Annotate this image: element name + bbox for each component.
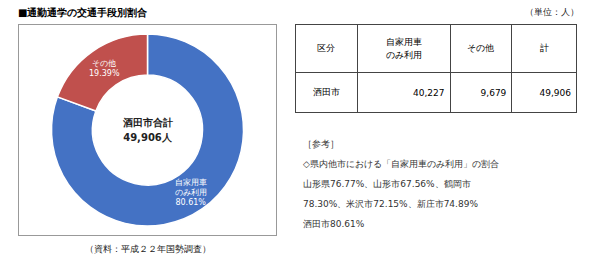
html-text:49,906: 49,906 xyxy=(539,87,571,98)
html-text:その他: その他 xyxy=(467,43,495,53)
html-text:9,679: 9,679 xyxy=(480,87,507,98)
html-text:49,906人: 49,906人 xyxy=(123,132,172,143)
html-text:酒田市合計: 酒田市合計 xyxy=(122,117,173,128)
html-text:◇県内他市における「自家用車のみ利用」の割合: ◇県内他市における「自家用車のみ利用」の割合 xyxy=(303,159,499,169)
html-text:計: 計 xyxy=(539,43,549,53)
svg-text:自家用車のみ利用80.61%: 自家用車のみ利用80.61% xyxy=(175,177,207,206)
html-text:（資料：平成２２年国勢調査）: （資料：平成２２年国勢調査） xyxy=(84,244,211,254)
html-text:［参考］: ［参考］ xyxy=(303,139,339,149)
html-text:山形県76.77%、山形市67.56%、鶴岡市: 山形県76.77%、山形市67.56%、鶴岡市 xyxy=(303,179,471,189)
html-text:酒田市80.61%: 酒田市80.61% xyxy=(303,219,365,229)
html-text:酒田市: 酒田市 xyxy=(312,87,340,97)
html-text:■通勤通学の交通手段別割合: ■通勤通学の交通手段別割合 xyxy=(18,7,148,18)
html-text:78.30%、米沢市72.15%、新庄市74.89%: 78.30%、米沢市72.15%、新庄市74.89% xyxy=(303,199,478,209)
html-text:区分: 区分 xyxy=(317,43,336,53)
html-text:（単位：人）: （単位：人） xyxy=(525,7,579,17)
html-text:自家用車 のみ利用: 自家用車 のみ利用 xyxy=(385,36,422,60)
svg-text:その他19.39%: その他19.39% xyxy=(89,59,120,78)
html-text:40,227: 40,227 xyxy=(413,87,445,98)
